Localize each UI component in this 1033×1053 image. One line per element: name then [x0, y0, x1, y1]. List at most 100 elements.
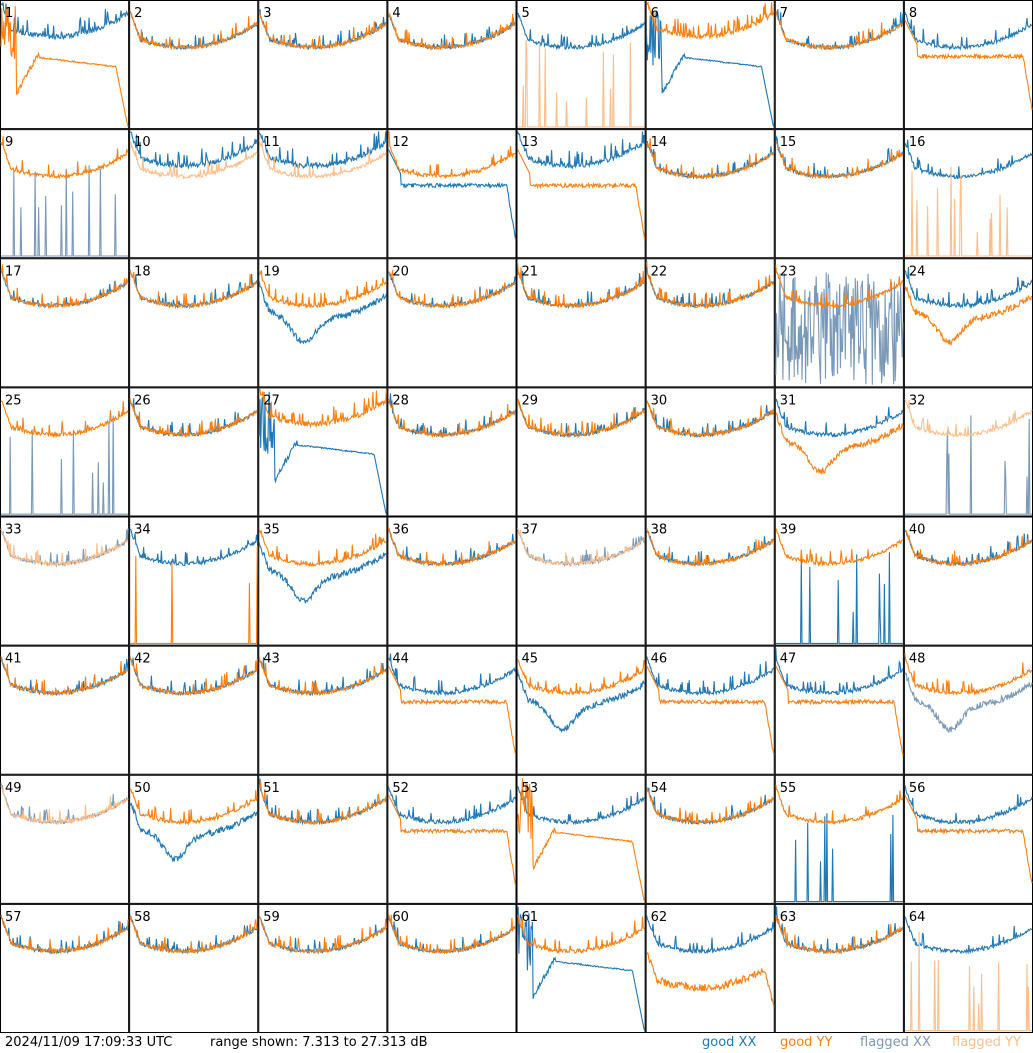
series-yy: [129, 270, 258, 310]
series-yy: [258, 11, 387, 51]
series-yy: [259, 389, 387, 429]
panel-frame: [645, 129, 775, 259]
panel-label: 20: [392, 264, 409, 279]
series-yy: [0, 136, 129, 180]
panel-frame: [645, 903, 775, 1033]
panel-label: 30: [651, 393, 668, 408]
series-yy: [259, 529, 387, 568]
series-yy: [775, 11, 904, 51]
panel-54: 54: [645, 774, 775, 904]
series-xx: [129, 802, 258, 863]
series-xx: [516, 131, 646, 170]
series-yy: [259, 916, 387, 955]
panel-frame: [0, 645, 130, 775]
panel-label: 42: [134, 652, 151, 667]
panel-frame: [387, 0, 517, 130]
panel-label: 17: [5, 264, 22, 279]
series-yy: [130, 545, 258, 644]
panel-frame: [258, 0, 388, 130]
panel-frame: [645, 774, 775, 904]
panel-frame: [774, 516, 904, 646]
panel-frame: [903, 516, 1033, 646]
series-yy: [775, 916, 904, 955]
panel-label: 29: [522, 393, 539, 408]
series-xx: [1, 165, 129, 257]
panel-frame: [516, 387, 646, 517]
panel-25: 25: [0, 387, 130, 517]
panel-23: 23: [774, 258, 904, 388]
panel-21: 21: [516, 258, 646, 388]
panel-frame: [516, 903, 646, 1033]
panel-frame: [774, 0, 904, 130]
panel-29: 29: [516, 387, 646, 517]
panel-frame: [387, 645, 517, 775]
panel-frame: [903, 774, 1033, 904]
panel-20: 20: [387, 258, 517, 388]
panel-frame: [129, 0, 259, 130]
panel-frame: [903, 258, 1033, 388]
panel-frame: [516, 516, 646, 646]
series-xx: [646, 914, 775, 955]
series-xx: [129, 131, 258, 170]
panel-label: 47: [780, 652, 797, 667]
series-xx: [904, 672, 1033, 733]
panel-frame: [0, 0, 130, 130]
series-yy: [387, 794, 517, 886]
panel-label: 16: [909, 135, 926, 150]
panel-frame: [129, 258, 259, 388]
series-yy: [387, 527, 517, 567]
series-yy: [646, 528, 775, 567]
series-yy: [516, 260, 646, 309]
series-yy: [904, 653, 1033, 697]
panel-label: 33: [5, 523, 22, 538]
panel-label: 46: [651, 652, 668, 667]
panel-label: 34: [134, 523, 151, 538]
panel-label: 50: [134, 781, 151, 796]
series-yy: [646, 951, 775, 1007]
panel-1: 1: [0, 0, 130, 130]
panel-52: 52: [387, 774, 517, 904]
series-xx: [387, 653, 517, 697]
panel-frame: [903, 129, 1033, 259]
legend-flagged-xx: flagged XX: [860, 1035, 931, 1050]
series-xx: [775, 813, 903, 903]
panel-label: 63: [780, 910, 797, 925]
series-xx: [904, 11, 1033, 51]
panel-34: 34: [129, 516, 259, 646]
range-text: range shown: 7.313 to 27.313 dB: [210, 1035, 428, 1050]
panel-label: 6: [651, 6, 659, 21]
panel-frame: [258, 774, 388, 904]
panel-label: 51: [263, 781, 280, 796]
series-yy: [904, 286, 1033, 346]
panel-18: 18: [129, 258, 259, 388]
panel-3: 3: [258, 0, 388, 130]
series-xx: [904, 266, 1033, 309]
panel-label: 59: [263, 910, 280, 925]
panel-44: 44: [387, 645, 517, 775]
panel-30: 30: [645, 387, 775, 517]
panel-label: 12: [392, 135, 409, 150]
panel-26: 26: [129, 387, 259, 517]
series-yy: [387, 665, 517, 755]
panel-frame: [0, 387, 130, 517]
panel-label: 60: [392, 910, 409, 925]
series-yy: [129, 398, 258, 439]
panel-13: 13: [516, 129, 646, 259]
series-yy: [646, 1, 775, 40]
panel-frame: [258, 516, 388, 646]
panel-4: 4: [387, 0, 517, 130]
panel-frame: [387, 774, 517, 904]
panel-15: 15: [774, 129, 904, 259]
panel-label: 1: [5, 6, 13, 21]
series-yy: [0, 528, 129, 567]
panel-label: 23: [780, 264, 797, 279]
panel-50: 50: [129, 774, 259, 904]
series-yy: [904, 794, 1033, 884]
series-xx: [517, 786, 645, 826]
panel-11: 11: [258, 129, 388, 259]
series-xx: [517, 12, 646, 51]
panel-label: 58: [134, 910, 151, 925]
series-xx: [646, 10, 775, 128]
panel-label: 28: [392, 393, 409, 408]
series-yy: [387, 914, 516, 955]
